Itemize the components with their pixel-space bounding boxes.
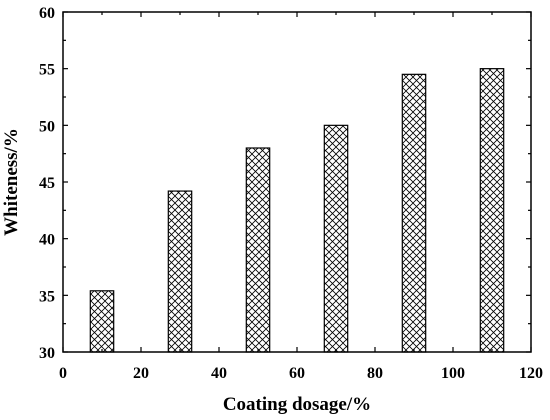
y-tick-label: 30 [39,345,55,362]
y-tick-label: 50 [39,118,55,135]
plot-frame [62,11,532,353]
x-tick-label: 100 [441,365,465,382]
y-tick-label: 60 [39,5,55,22]
x-axis-title: Coating dosage/% [223,394,371,415]
x-tick-label: 0 [59,365,67,382]
bars-group [89,68,505,353]
y-tick-label: 45 [39,175,55,192]
y-tick-label: 55 [39,62,55,79]
y-axis-title: Whiteness/% [1,128,22,236]
x-tick-label: 80 [367,365,383,382]
x-tick-label: 20 [133,365,149,382]
bar-30 [167,190,193,353]
x-axis: 0 20 40 60 80 100 120 [59,12,543,382]
bar-110 [479,68,505,353]
bar-10 [89,290,115,353]
y-axis: 30 35 40 45 50 55 60 [39,5,531,362]
x-tick-label: 120 [519,365,543,382]
y-tick-label: 40 [39,232,55,249]
bar-70 [323,124,349,353]
bar-50 [245,147,271,353]
x-tick-label: 60 [289,365,305,382]
bar-90 [401,73,427,353]
y-tick-label: 35 [39,288,55,305]
x-tick-label: 40 [211,365,227,382]
